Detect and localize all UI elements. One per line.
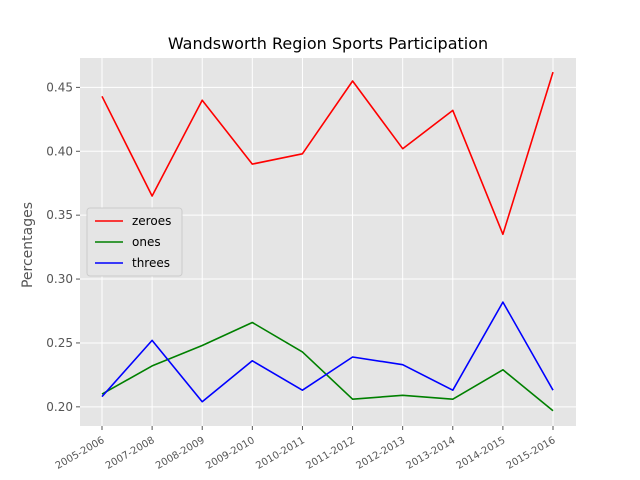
x-tick-label: 2005-2006 <box>54 435 107 472</box>
x-tick-label: 2013-2014 <box>405 435 458 472</box>
y-axis-ticks: 0.20 0.25 0.30 0.35 0.40 0.45 <box>46 80 80 414</box>
series-line-zeroes <box>101 71 554 236</box>
legend: zeroes ones threes <box>86 207 183 277</box>
legend-label-ones: ones <box>132 235 161 249</box>
x-tick-label: 2011-2012 <box>304 435 357 472</box>
y-tick-label: 0.40 <box>46 144 73 158</box>
x-tick-label: 2015-2016 <box>505 435 558 472</box>
x-tick-label: 2012-2013 <box>354 435 407 472</box>
y-tick-label: 0.35 <box>46 208 73 222</box>
x-tick-label: 2007-2008 <box>104 435 157 472</box>
chart-title: Wandsworth Region Sports Participation <box>168 34 488 53</box>
series-line-ones <box>101 321 554 412</box>
x-tick-label: 2014-2015 <box>455 435 508 472</box>
y-tick-label: 0.30 <box>46 272 73 286</box>
legend-label-zeroes: zeroes <box>132 214 171 228</box>
y-tick-label: 0.45 <box>46 80 73 94</box>
y-tick-label: 0.20 <box>46 400 73 414</box>
x-tick-label: 2008-2009 <box>154 435 207 472</box>
series-line-threes <box>101 301 554 403</box>
y-axis-label: Percentages <box>20 202 36 288</box>
x-tick-label: 2009-2010 <box>204 435 257 472</box>
grid-lines <box>80 58 576 426</box>
legend-box <box>86 207 183 277</box>
x-axis-ticks: 2005-20062007-20082008-20092009-20102010… <box>54 426 558 472</box>
legend-label-threes: threes <box>132 256 170 270</box>
y-tick-label: 0.25 <box>46 336 73 350</box>
series-lines <box>101 71 554 412</box>
x-tick-label: 2010-2011 <box>254 435 307 472</box>
